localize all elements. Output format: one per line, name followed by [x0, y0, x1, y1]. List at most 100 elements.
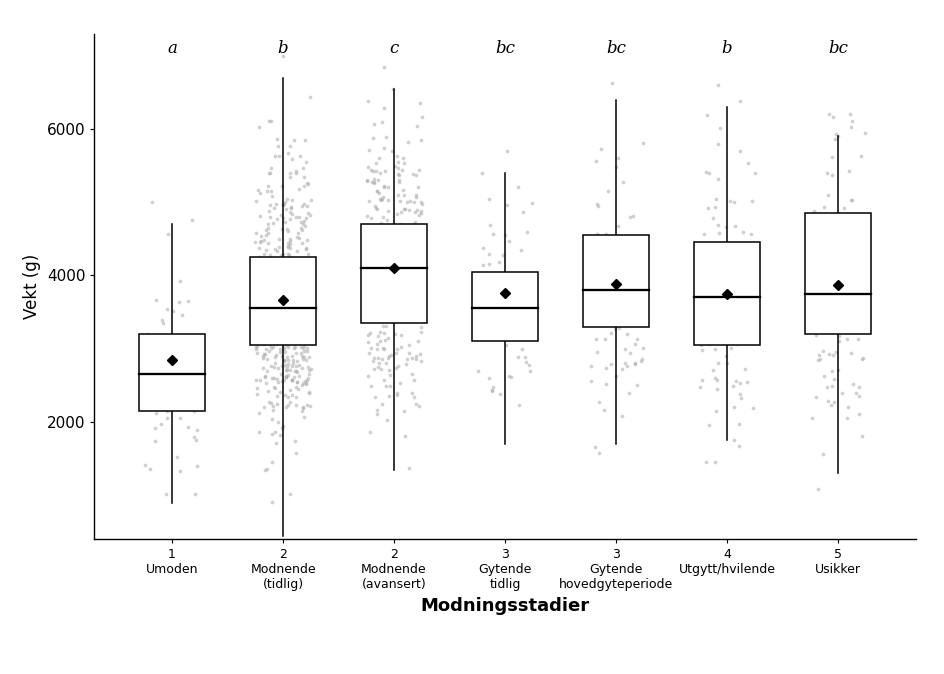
- Point: [401, 340, 416, 350]
- Point: [591, 200, 606, 211]
- Point: [852, 249, 868, 260]
- Point: [480, 288, 495, 299]
- Point: [501, 290, 516, 301]
- Point: [259, 245, 274, 255]
- Point: [300, 346, 315, 357]
- Point: [296, 332, 312, 343]
- Point: [286, 135, 301, 146]
- Bar: [361, 224, 428, 323]
- Point: [841, 250, 856, 261]
- Point: [300, 373, 315, 384]
- Point: [514, 343, 530, 354]
- Text: bc: bc: [606, 40, 626, 57]
- Point: [269, 245, 284, 256]
- Point: [253, 210, 268, 221]
- Point: [590, 347, 605, 358]
- Point: [699, 166, 714, 177]
- Point: [290, 377, 305, 388]
- Point: [256, 321, 271, 332]
- Point: [144, 197, 160, 208]
- Point: [277, 355, 292, 365]
- Point: [729, 321, 744, 332]
- Point: [851, 408, 867, 419]
- Point: [373, 231, 388, 241]
- Point: [279, 362, 295, 373]
- Point: [501, 370, 516, 381]
- Point: [407, 392, 422, 402]
- Point: [826, 374, 841, 385]
- Point: [850, 220, 865, 231]
- Point: [393, 287, 408, 298]
- Point: [269, 374, 284, 385]
- Point: [302, 210, 317, 220]
- Point: [259, 377, 274, 388]
- Point: [816, 371, 831, 381]
- Point: [510, 318, 525, 329]
- Point: [612, 323, 627, 334]
- Point: [374, 353, 389, 364]
- Point: [831, 130, 846, 141]
- Point: [726, 381, 741, 392]
- Point: [181, 383, 196, 394]
- Point: [404, 353, 419, 363]
- Point: [272, 283, 287, 294]
- Point: [369, 165, 384, 176]
- Point: [170, 452, 185, 462]
- Point: [294, 288, 309, 299]
- Point: [707, 325, 722, 336]
- Point: [264, 373, 279, 384]
- Point: [190, 342, 205, 353]
- Point: [728, 266, 743, 277]
- Point: [600, 294, 615, 305]
- Point: [820, 382, 835, 393]
- Point: [266, 256, 281, 267]
- Point: [261, 346, 277, 357]
- Point: [255, 363, 270, 373]
- Point: [369, 158, 384, 168]
- Point: [289, 257, 304, 268]
- Point: [160, 412, 175, 423]
- Bar: [472, 272, 538, 342]
- Point: [260, 186, 275, 197]
- Point: [400, 228, 415, 239]
- Point: [482, 282, 497, 293]
- Point: [279, 193, 295, 204]
- Point: [735, 288, 750, 299]
- Point: [839, 334, 854, 344]
- Point: [364, 296, 379, 307]
- Point: [276, 249, 291, 259]
- Point: [719, 358, 734, 369]
- Point: [294, 351, 309, 362]
- Point: [484, 386, 499, 396]
- Point: [381, 350, 396, 361]
- Point: [481, 258, 497, 269]
- Point: [583, 361, 598, 371]
- Point: [297, 305, 312, 315]
- Point: [380, 181, 396, 192]
- Point: [814, 303, 829, 314]
- Point: [298, 213, 313, 224]
- Point: [811, 313, 826, 324]
- Point: [826, 397, 841, 408]
- Point: [275, 350, 290, 361]
- Point: [287, 335, 302, 346]
- Point: [361, 161, 376, 172]
- Point: [492, 389, 507, 400]
- Point: [249, 348, 264, 359]
- X-axis label: Modningsstadier: Modningsstadier: [420, 596, 590, 615]
- Point: [381, 256, 396, 267]
- Point: [277, 347, 292, 358]
- Point: [710, 357, 725, 368]
- Point: [588, 442, 603, 453]
- Point: [289, 166, 304, 177]
- Point: [824, 293, 839, 304]
- Point: [300, 362, 315, 373]
- Point: [411, 181, 426, 192]
- Point: [376, 342, 391, 353]
- Point: [189, 363, 204, 374]
- Point: [296, 286, 312, 297]
- Point: [294, 311, 309, 321]
- Point: [388, 305, 403, 316]
- Point: [278, 196, 293, 207]
- Point: [615, 315, 630, 326]
